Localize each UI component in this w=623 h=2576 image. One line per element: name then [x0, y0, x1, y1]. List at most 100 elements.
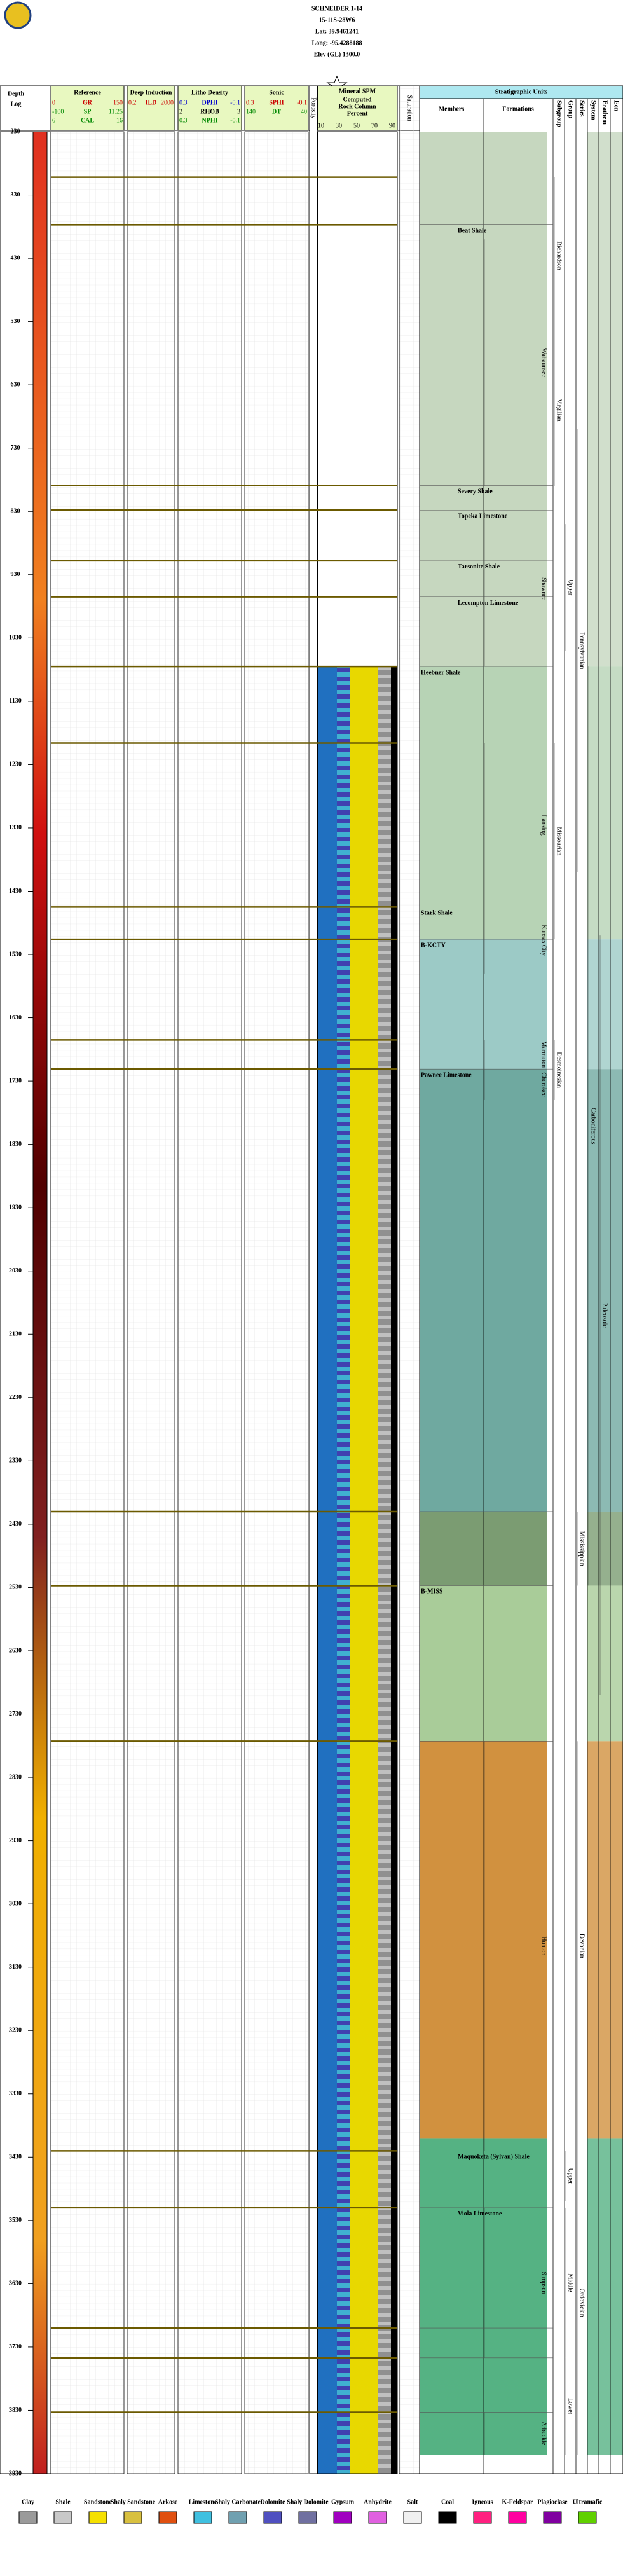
depth-label: 530	[11, 318, 20, 325]
zone-band	[587, 1585, 623, 1742]
legend-label: Clay	[22, 2498, 34, 2505]
strat-body	[419, 98, 623, 2474]
track-title: Litho Density	[191, 89, 228, 96]
curve-min: 140	[246, 108, 256, 115]
curve-name: GR	[83, 99, 93, 106]
mineral-tick: 70	[371, 122, 378, 129]
mineral-tick: 50	[353, 122, 360, 129]
curve-max: 150	[113, 99, 123, 106]
mineral-header	[317, 85, 398, 131]
curve-max: -0.1	[297, 99, 307, 106]
curve-min: 0.3	[179, 99, 188, 106]
strat-label: Lansing	[540, 815, 547, 835]
legend-label: Coal	[441, 2498, 454, 2505]
depth-label: 1630	[9, 1014, 22, 1021]
depth-label: 3130	[9, 1964, 22, 1971]
legend-swatch	[473, 2511, 492, 2524]
depth-label: 2830	[9, 1774, 22, 1780]
depth-label: 3730	[9, 2343, 22, 2350]
depth-col	[0, 131, 51, 2474]
depth-header: Depth	[8, 90, 25, 97]
strat-label: Missourian	[556, 827, 563, 855]
legend-label: Dolomite	[261, 2498, 285, 2505]
depth-label: 2030	[9, 1267, 22, 1274]
legend-swatch	[438, 2511, 457, 2524]
member-label: Maquoketa (Sylvan) Shale	[458, 2154, 530, 2161]
curve-min: 0.2	[128, 99, 137, 106]
zone-band	[587, 132, 623, 667]
member-label: Pawnee Limestone	[421, 1071, 472, 1078]
lithology-strip	[32, 131, 48, 2474]
curve-max: -0.1	[230, 99, 240, 106]
legend-swatch	[263, 2511, 282, 2524]
header-line: 15-11S-28W6	[319, 17, 355, 24]
saturation-col	[399, 85, 420, 2474]
track-header	[127, 85, 175, 131]
strat-label: Arbuckle	[540, 2421, 547, 2446]
depth-label: 1230	[9, 761, 22, 768]
mineral-line: Percent	[347, 110, 368, 117]
strat-label: Upper	[567, 579, 574, 596]
depth-label: 1430	[9, 888, 22, 895]
strat-label: Pennsylvanian	[578, 632, 585, 669]
legend-label: K-Feldspar	[502, 2498, 533, 2505]
legend-swatch	[18, 2511, 38, 2524]
legend-swatch	[193, 2511, 212, 2524]
strat-label: Simpson	[540, 2271, 547, 2294]
legend-swatch	[543, 2511, 562, 2524]
zone-band	[587, 1069, 623, 1512]
legend-swatch	[298, 2511, 317, 2524]
mineral-tick: 90	[389, 122, 395, 129]
depth-label: 3930	[9, 2470, 22, 2477]
depth-label: 3530	[9, 2217, 22, 2224]
curve-min: 0.3	[179, 117, 188, 124]
track-body	[177, 131, 242, 2474]
zone-band	[587, 666, 623, 940]
strat-label: Richardson	[556, 241, 563, 270]
depth-label: 3230	[9, 2027, 22, 2034]
strat-label: Virgilian	[556, 399, 563, 421]
curve-name: DPHI	[202, 99, 218, 106]
legend-swatch	[88, 2511, 107, 2524]
mineral-tick: 30	[336, 122, 342, 129]
zone-band	[587, 2138, 623, 2455]
legend-label: Shaly Carbonate	[215, 2498, 261, 2505]
track-body	[50, 131, 125, 2474]
member-label: Topeka Limestone	[458, 513, 508, 520]
saturation-label: Saturation	[406, 95, 413, 121]
curve-max: 11.25	[109, 108, 123, 115]
legend-label: Salt	[407, 2498, 418, 2505]
depth-label: 2630	[9, 1647, 22, 1654]
legend-label: Shaly Sandstone	[111, 2498, 156, 2505]
member-label: Heebner Shale	[421, 669, 461, 676]
strat-label: Ordovician	[578, 2289, 585, 2317]
depth-label: 3830	[9, 2407, 22, 2414]
rank-header: Subgroup	[556, 100, 563, 128]
curve-max: 40	[301, 108, 307, 115]
curve-name: CAL	[81, 117, 94, 124]
mineral-tick: 10	[318, 122, 324, 129]
curve-name: NPHI	[202, 117, 218, 124]
mineral-frame	[317, 131, 398, 2474]
strat-label: Shawnee	[540, 577, 547, 601]
strat-label: Paleozoic	[601, 1303, 608, 1328]
depth-label: 730	[11, 444, 20, 451]
curve-name: DT	[272, 108, 281, 115]
rank-header: System	[590, 100, 597, 120]
header-line: Lat: 39.9461241	[315, 28, 359, 35]
track-title: Reference	[74, 89, 101, 96]
curve-max: 3	[237, 108, 240, 115]
depth-label: 1730	[9, 1077, 22, 1084]
depth-label: 430	[11, 254, 20, 261]
depth-label: 330	[11, 191, 20, 198]
strat-label: Devonian	[578, 1934, 585, 1959]
strat-label: Marmaton	[540, 1041, 547, 1068]
logo	[4, 1, 32, 29]
depth-label: 2230	[9, 1394, 22, 1401]
depth-label: 630	[11, 381, 20, 388]
depth-label: 3030	[9, 1900, 22, 1907]
legend-swatch	[508, 2511, 527, 2524]
track-body	[127, 131, 175, 2474]
legend-swatch	[368, 2511, 387, 2524]
